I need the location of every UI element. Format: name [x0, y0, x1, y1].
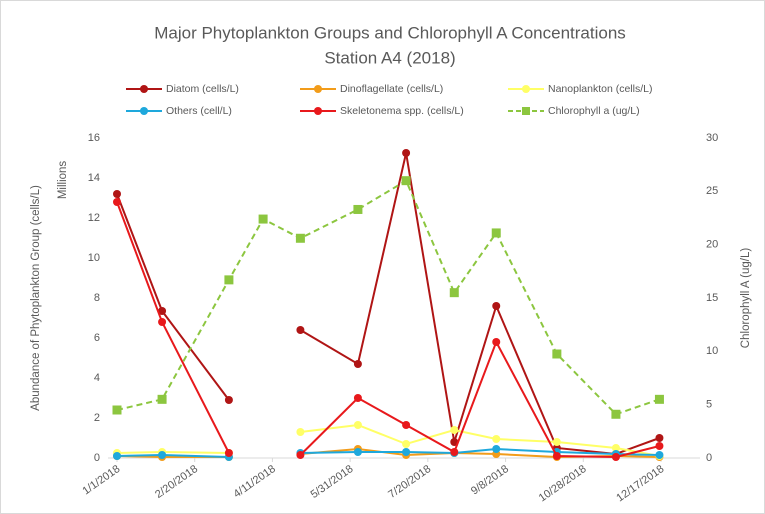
legend-marker [522, 107, 530, 115]
y-tick-label: 10 [88, 252, 100, 264]
point [113, 452, 121, 460]
y-tick-label: 4 [94, 372, 100, 384]
point [353, 448, 362, 456]
point [353, 421, 362, 429]
point [353, 360, 362, 368]
point [402, 440, 411, 448]
point [296, 326, 305, 334]
point [295, 233, 305, 243]
y2-tick-label: 25 [706, 185, 718, 197]
point [492, 445, 501, 453]
point [654, 394, 664, 404]
point [402, 149, 411, 157]
point [113, 198, 121, 206]
point [449, 288, 459, 298]
point [655, 434, 664, 442]
point [258, 214, 268, 224]
point [611, 444, 620, 452]
point [353, 204, 363, 214]
y-tick-label: 0 [94, 452, 100, 464]
point [552, 452, 561, 460]
point [402, 421, 411, 429]
legend-marker [140, 85, 148, 93]
y2-tick-label: 15 [706, 292, 718, 304]
point [492, 338, 501, 346]
point [112, 405, 122, 415]
point [401, 176, 411, 186]
legend-marker [522, 85, 530, 93]
point [450, 448, 459, 456]
y2-tick-label: 20 [706, 239, 718, 251]
legend-label: Nanoplankton (cells/L) [548, 83, 652, 95]
y2-tick-label: 10 [706, 345, 718, 357]
legend-label: Dinoflagellate (cells/L) [340, 83, 443, 95]
point [157, 394, 167, 404]
point [158, 318, 167, 326]
point [158, 307, 167, 315]
point [552, 349, 562, 359]
point [492, 435, 501, 443]
y2-tick-label: 30 [706, 132, 718, 144]
legend-marker [140, 107, 148, 115]
point [402, 448, 411, 456]
point [296, 451, 305, 459]
legend-label: Skeletonema spp. (cells/L) [340, 105, 464, 117]
point [655, 451, 664, 459]
legend-label: Diatom (cells/L) [166, 83, 239, 95]
y-unit-label: Millions [57, 161, 69, 200]
legend-marker [314, 107, 322, 115]
y-tick-label: 2 [94, 412, 100, 424]
legend-marker [314, 85, 322, 93]
point [611, 409, 621, 419]
y2-tick-label: 5 [706, 399, 712, 411]
point [655, 442, 664, 450]
point [552, 438, 561, 446]
y-tick-label: 6 [94, 332, 100, 344]
point [491, 228, 501, 238]
y-axis-title: Abundance of Phytoplankton Group (cells/… [30, 185, 42, 411]
point [492, 302, 501, 310]
point [353, 394, 362, 402]
series-line [116, 179, 660, 416]
point [611, 453, 620, 461]
y-tick-label: 8 [94, 292, 100, 304]
legend-label: Chlorophyll a (ug/L) [548, 105, 640, 117]
point [113, 190, 121, 198]
chart-subtitle: Station A4 (2018) [324, 48, 455, 67]
chart-title: Major Phytoplankton Groups and Chlorophy… [154, 23, 626, 42]
point [158, 451, 167, 459]
point [296, 428, 305, 436]
point [224, 275, 234, 285]
point [224, 396, 233, 404]
legend-label: Others (cell/L) [166, 105, 232, 117]
point [224, 449, 233, 457]
y-tick-label: 16 [88, 132, 100, 144]
y-tick-label: 14 [88, 172, 100, 184]
point [450, 426, 459, 434]
y2-tick-label: 0 [706, 452, 712, 464]
y2-axis-title: Chlorophyll A (ug/L) [740, 248, 752, 349]
y-tick-label: 12 [88, 212, 100, 224]
